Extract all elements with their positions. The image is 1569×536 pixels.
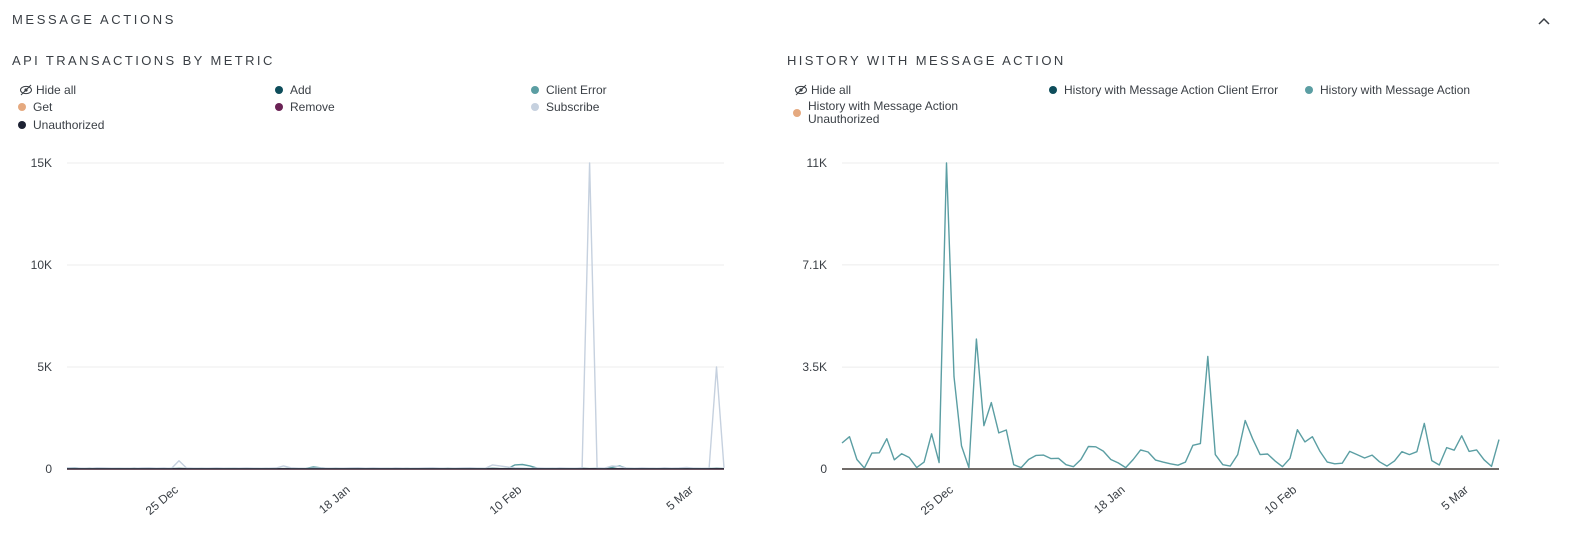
- x-tick-label: 5 Mar: [664, 483, 697, 513]
- eye-off-icon: [20, 84, 32, 96]
- x-tick-label: 10 Feb: [1262, 482, 1300, 517]
- legend-dot-icon: [1049, 86, 1057, 94]
- chevron-up-icon: [1538, 17, 1550, 25]
- api-transactions-chart[interactable]: 0 5K 10K 15K 25 Dec 18 Jan 10 Feb 5 Mar: [0, 0, 760, 536]
- legend-item-add[interactable]: Add: [275, 83, 311, 97]
- legend-dot-icon: [793, 109, 801, 117]
- history-message-action-panel: HISTORY WITH MESSAGE ACTION Hide all His…: [775, 0, 1569, 536]
- legend-dot-icon: [18, 121, 26, 129]
- legend-dot-icon: [18, 103, 26, 111]
- y-tick-label: 10K: [31, 258, 52, 272]
- legend-label: Add: [290, 83, 312, 97]
- y-tick-label: 5K: [37, 360, 52, 374]
- panel-title: API TRANSACTIONS BY METRIC: [12, 53, 275, 68]
- legend-item-unauthorized[interactable]: Unauthorized: [18, 118, 104, 132]
- legend-item-get[interactable]: Get: [18, 100, 52, 114]
- y-tick-label: 7.1K: [802, 258, 827, 272]
- series-line-history-with-message-action[interactable]: [841, 162, 1500, 469]
- legend-item-subscribe[interactable]: Subscribe: [531, 100, 599, 114]
- legend-dot-icon: [1305, 86, 1313, 94]
- hide-all-label: Hide all: [811, 83, 852, 97]
- series-line-subscribe[interactable]: [66, 162, 725, 470]
- y-tick-label: 15K: [31, 156, 52, 170]
- legend-dot-icon: [275, 86, 283, 94]
- history-message-action-chart[interactable]: 0 3.5K 7.1K 11K 25 Dec 18 Jan 10 Feb 5 Mar: [775, 0, 1569, 536]
- hide-all-button[interactable]: Hide all: [19, 83, 76, 97]
- y-tick-label: 0: [820, 462, 827, 476]
- x-tick-label: 5 Mar: [1439, 483, 1472, 513]
- section-title: MESSAGE ACTIONS: [12, 12, 176, 27]
- legend-label: Client Error: [546, 83, 607, 97]
- x-tick-label: 18 Jan: [316, 483, 353, 517]
- legend-dot-icon: [531, 103, 539, 111]
- legend-label: Unauthorized: [33, 118, 105, 132]
- hide-all-label: Hide all: [36, 83, 77, 97]
- legend-item-remove[interactable]: Remove: [275, 100, 335, 114]
- legend-dot-icon: [531, 86, 539, 94]
- legend-label: History with Message Action Client Error: [1064, 83, 1279, 97]
- y-tick-label: 0: [45, 462, 52, 476]
- legend-label: Subscribe: [546, 100, 600, 114]
- legend-label: History with Message Action Unauthorized: [808, 99, 959, 126]
- legend-item-client-error[interactable]: History with Message Action Client Error: [1049, 83, 1278, 97]
- collapse-section-button[interactable]: [1533, 10, 1555, 32]
- x-tick-label: 18 Jan: [1091, 483, 1128, 517]
- legend-label: History with Message Action: [1320, 83, 1471, 97]
- hide-all-button[interactable]: Hide all: [794, 83, 851, 97]
- legend-label: Get: [33, 100, 53, 114]
- legend-dot-icon: [275, 103, 283, 111]
- panel-title: HISTORY WITH MESSAGE ACTION: [787, 53, 1066, 68]
- eye-off-icon: [795, 84, 807, 96]
- y-tick-label: 3.5K: [802, 360, 827, 374]
- x-tick-label: 25 Dec: [918, 483, 956, 518]
- api-transactions-panel: API TRANSACTIONS BY METRIC Hide all Add …: [0, 0, 760, 536]
- legend-label: Remove: [290, 100, 335, 114]
- legend-item-unauthorized[interactable]: History with Message Action Unauthorized: [793, 100, 983, 126]
- y-tick-label: 11K: [807, 156, 827, 170]
- x-tick-label: 10 Feb: [487, 482, 525, 517]
- x-tick-label: 25 Dec: [143, 483, 181, 518]
- legend-item-history[interactable]: History with Message Action: [1305, 83, 1470, 97]
- legend-item-client-error[interactable]: Client Error: [531, 83, 607, 97]
